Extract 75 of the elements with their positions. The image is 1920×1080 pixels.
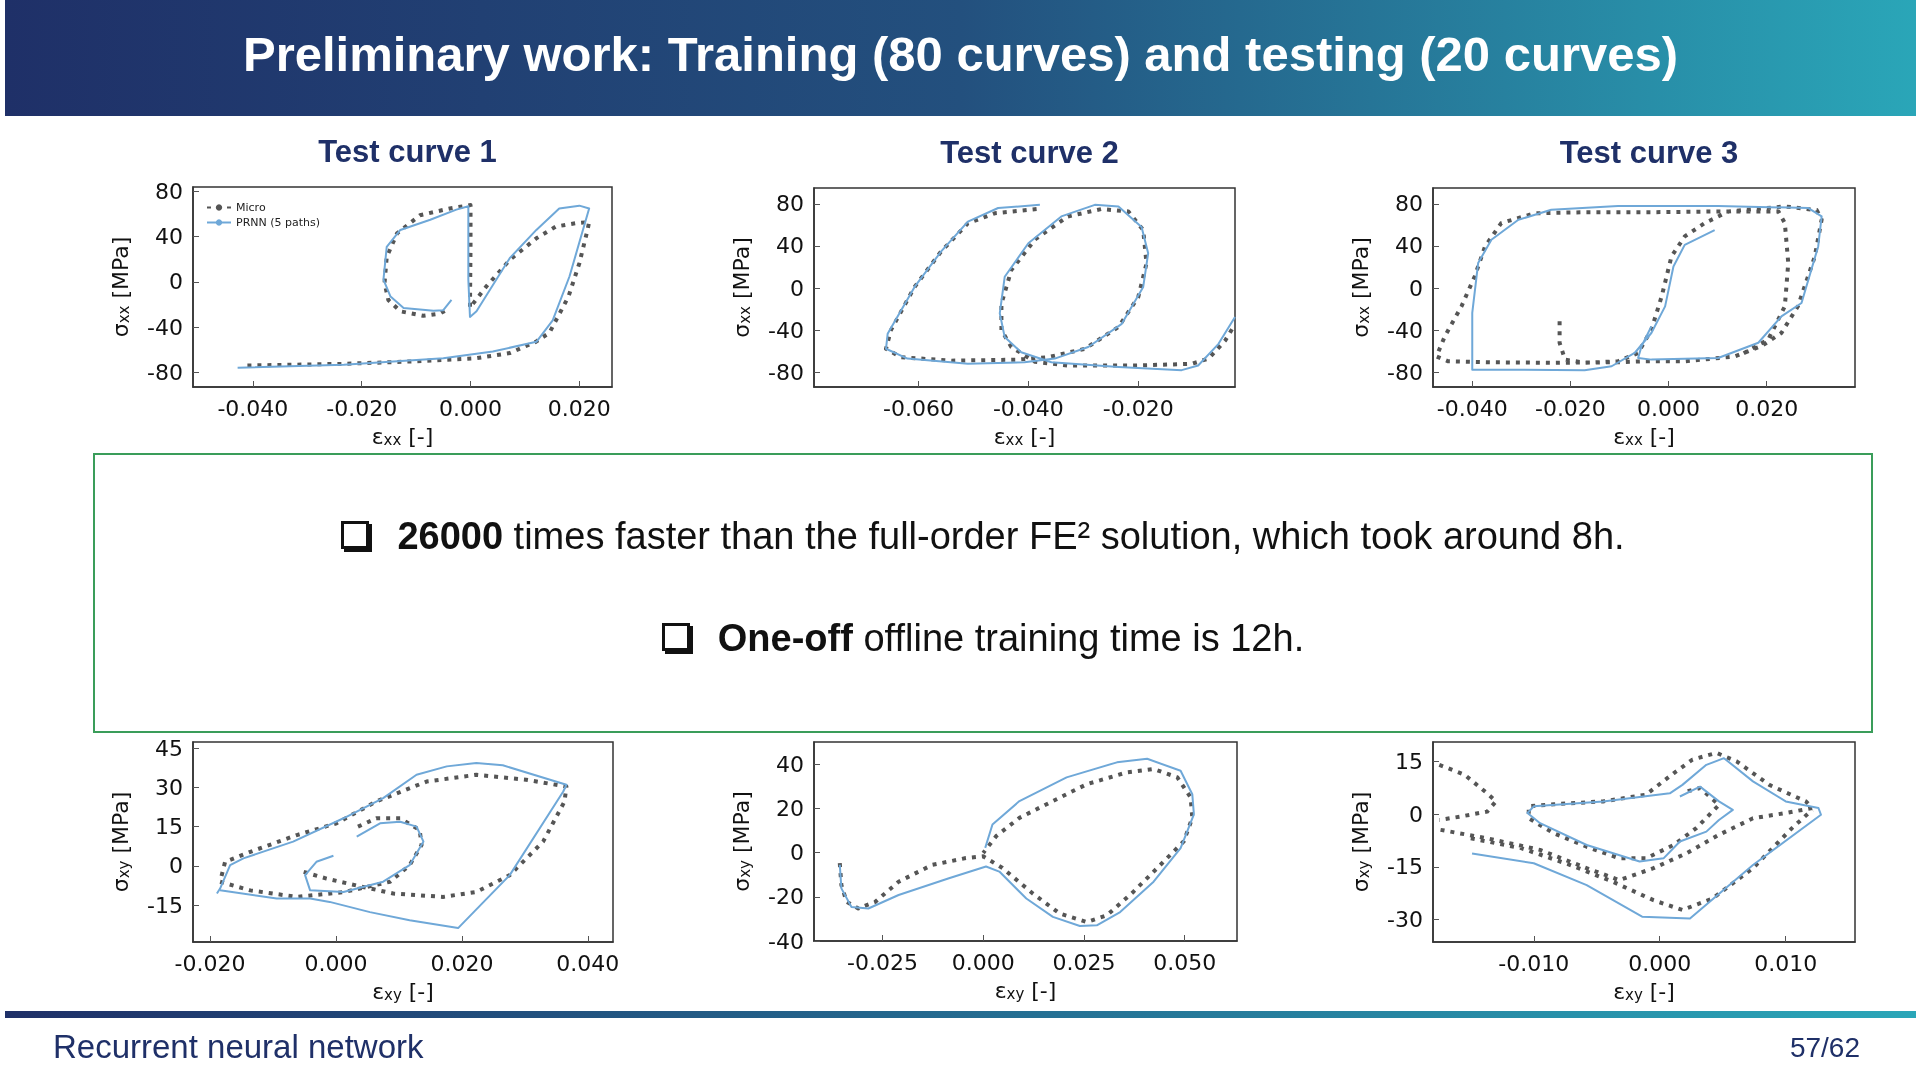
- y-tick-label: 40: [1395, 233, 1423, 259]
- chart-title: Test curve 1: [318, 134, 497, 169]
- y-tick-label: -40: [147, 314, 183, 340]
- y-axis-title: σxy [MPa]: [1347, 791, 1373, 893]
- x-tick-label: 0.000: [951, 949, 1015, 975]
- text: Preliminary work: Training (80 curves) and testing (20 curves): [241, 26, 1680, 82]
- y-tick-label: -30: [1387, 907, 1423, 932]
- line-series: [218, 772, 569, 899]
- y-tick-label: -15: [1387, 854, 1423, 880]
- text: 26000 times faster than the full-order FE² solution, which took around 8h.: [396, 515, 1626, 558]
- x-axis-title: εxy [-]: [994, 977, 1057, 1003]
- y-tick-label: 0: [169, 269, 183, 295]
- legend-label: PRNN (5 paths): [236, 216, 321, 229]
- x-tick-label: 0.040: [556, 950, 620, 976]
- y-tick-label: 40: [776, 751, 804, 777]
- y-tick-label: 0: [1409, 801, 1423, 827]
- text: One-off offline training time is 12h.: [716, 617, 1306, 660]
- y-axis-title: σxy [MPa]: [107, 791, 133, 893]
- y-tick-label: 20: [776, 795, 804, 821]
- x-tick-label: 0.050: [1153, 949, 1217, 975]
- x-axis-title: εxy [-]: [1613, 978, 1675, 1004]
- text: Recurrent neural network: [53, 1028, 424, 1066]
- y-tick-label: -40: [768, 317, 804, 343]
- y-axis-title: σxx [MPa]: [728, 237, 754, 338]
- y-tick-label: 30: [155, 774, 183, 800]
- text: 57/62: [1789, 1032, 1860, 1064]
- x-tick-label: 0.020: [430, 950, 494, 976]
- x-tick-label: -0.025: [847, 949, 918, 975]
- y-tick-label: -80: [768, 359, 804, 385]
- y-tick-label: -20: [768, 884, 804, 910]
- x-tick-label: -0.010: [1498, 950, 1570, 976]
- y-tick-label: 80: [776, 191, 804, 217]
- x-tick-label: 0.000: [1628, 950, 1692, 976]
- y-tick-label: 80: [1395, 191, 1423, 217]
- y-axis-title: σxx [MPa]: [1347, 237, 1373, 338]
- x-axis-title: εxy [-]: [372, 978, 434, 1004]
- y-tick-label: 15: [1395, 748, 1423, 774]
- x-tick-label: 0.020: [1735, 395, 1799, 421]
- y-tick-label: -40: [768, 928, 804, 954]
- y-tick-label: -80: [1387, 359, 1423, 385]
- line-series: [1471, 757, 1822, 920]
- y-axis-title: σxy [MPa]: [728, 791, 754, 892]
- x-tick-label: 0.025: [1052, 949, 1116, 975]
- x-tick-label: 0.020: [547, 395, 611, 421]
- y-tick-label: 80: [155, 179, 183, 205]
- x-tick-label: -0.040: [992, 395, 1064, 421]
- chart-title: Test curve 2: [940, 135, 1119, 170]
- y-tick-label: 45: [155, 735, 183, 761]
- y-tick-label: 15: [155, 814, 183, 840]
- x-tick-label: 0.000: [304, 950, 368, 976]
- y-tick-label: -80: [147, 359, 183, 385]
- x-axis-title: εxx [-]: [371, 423, 434, 449]
- x-tick-label: -0.040: [217, 395, 289, 421]
- y-tick-label: 40: [776, 233, 804, 259]
- x-tick-label: -0.020: [1102, 395, 1174, 421]
- x-tick-label: 0.000: [439, 395, 503, 421]
- x-tick-label: 0.010: [1754, 950, 1818, 976]
- y-tick-label: -40: [1387, 317, 1423, 343]
- y-tick-label: 0: [790, 275, 804, 301]
- y-axis-title: σxx [MPa]: [107, 236, 133, 338]
- x-tick-label: -0.020: [1534, 395, 1606, 421]
- x-tick-label: -0.020: [326, 395, 398, 421]
- y-tick-label: 0: [1409, 275, 1423, 301]
- chart-title: Test curve 3: [1559, 135, 1739, 170]
- y-tick-label: 40: [155, 224, 183, 250]
- y-tick-label: -15: [147, 892, 183, 918]
- x-tick-label: -0.060: [882, 395, 954, 421]
- x-tick-label: 0.000: [1637, 395, 1701, 421]
- x-axis-title: εxx [-]: [1613, 423, 1675, 449]
- legend-label: Micro: [236, 201, 266, 214]
- y-tick-label: 0: [169, 853, 183, 879]
- y-tick-label: 0: [790, 840, 804, 866]
- x-axis-title: εxx [-]: [993, 423, 1056, 449]
- x-tick-label: -0.040: [1436, 395, 1508, 421]
- x-tick-label: -0.020: [174, 950, 246, 976]
